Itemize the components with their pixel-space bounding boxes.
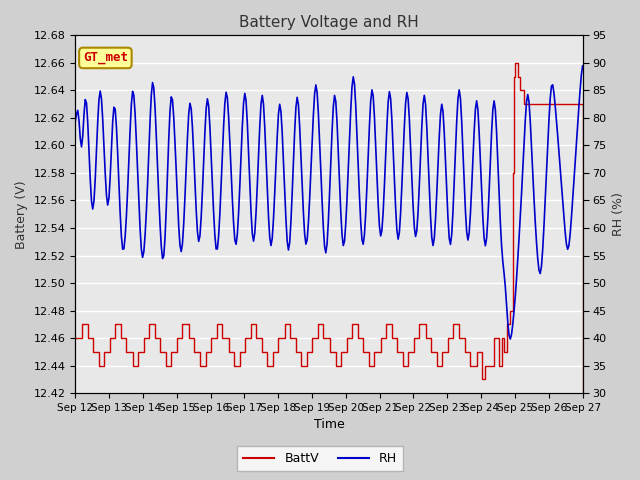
RH [72, 119, 79, 124]
BattV [529, 101, 536, 107]
Text: GT_met: GT_met [83, 51, 128, 64]
BattV [443, 349, 451, 355]
X-axis label: Time: Time [314, 419, 344, 432]
RH [579, 63, 586, 69]
BattV [428, 349, 436, 355]
BattV [223, 335, 231, 341]
RH [529, 169, 536, 175]
RH [241, 90, 248, 96]
Y-axis label: Battery (V): Battery (V) [15, 180, 28, 249]
Title: Battery Voltage and RH: Battery Voltage and RH [239, 15, 419, 30]
RH [506, 336, 514, 342]
RH [443, 188, 451, 193]
Line: RH: RH [76, 66, 582, 339]
Legend: BattV, RH: BattV, RH [237, 446, 403, 471]
RH [223, 95, 231, 101]
BattV [72, 335, 79, 341]
BattV [353, 322, 361, 327]
Line: BattV: BattV [76, 63, 582, 393]
BattV [511, 60, 519, 66]
BattV [579, 390, 586, 396]
RH [353, 132, 361, 138]
BattV [241, 335, 248, 341]
Y-axis label: RH (%): RH (%) [612, 192, 625, 236]
RH [428, 235, 436, 240]
